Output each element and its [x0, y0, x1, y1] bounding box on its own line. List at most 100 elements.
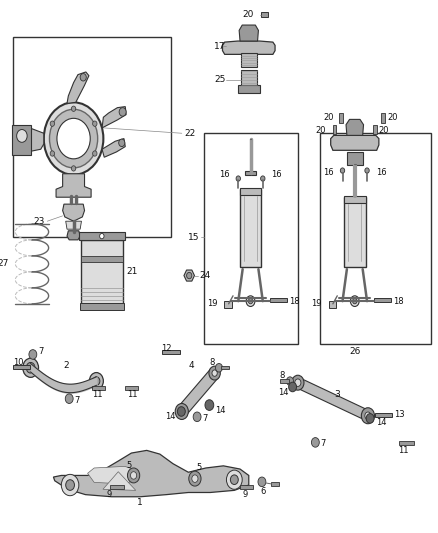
Text: 19: 19	[311, 300, 322, 308]
Bar	[347, 152, 363, 165]
Text: 8: 8	[279, 372, 285, 380]
Text: 2: 2	[63, 361, 68, 369]
Circle shape	[179, 408, 185, 415]
Bar	[241, 53, 257, 67]
Circle shape	[212, 370, 217, 376]
Circle shape	[193, 412, 201, 422]
Bar	[240, 485, 253, 489]
Circle shape	[292, 375, 304, 390]
Bar	[240, 189, 261, 266]
Polygon shape	[102, 107, 126, 128]
Text: 9: 9	[107, 490, 112, 499]
Polygon shape	[103, 472, 136, 490]
Circle shape	[71, 106, 76, 111]
Text: 16: 16	[376, 168, 386, 177]
Text: 18: 18	[289, 297, 300, 305]
Polygon shape	[67, 231, 80, 240]
Text: 20: 20	[243, 11, 254, 19]
Bar	[204, 133, 298, 344]
Circle shape	[57, 118, 90, 159]
Bar	[399, 441, 414, 445]
Polygon shape	[21, 128, 44, 152]
Circle shape	[50, 151, 55, 156]
Bar	[92, 386, 105, 390]
Text: 14: 14	[215, 406, 225, 415]
Bar	[81, 240, 123, 304]
Circle shape	[23, 358, 39, 377]
Polygon shape	[223, 41, 275, 54]
Circle shape	[119, 108, 126, 116]
Circle shape	[226, 470, 242, 489]
Circle shape	[248, 298, 253, 304]
Circle shape	[66, 480, 74, 490]
Text: 7: 7	[321, 440, 326, 448]
Circle shape	[92, 121, 97, 126]
Text: 13: 13	[394, 410, 405, 419]
Bar	[110, 485, 124, 489]
Text: 14: 14	[279, 389, 289, 397]
Bar	[381, 113, 385, 123]
Bar	[162, 350, 180, 354]
Text: 15: 15	[188, 233, 199, 241]
Text: 16: 16	[219, 171, 230, 179]
Text: 20: 20	[323, 114, 334, 122]
Bar	[80, 303, 124, 310]
Bar	[374, 298, 391, 302]
Bar	[270, 298, 287, 302]
Polygon shape	[53, 450, 249, 497]
Circle shape	[17, 130, 27, 142]
Polygon shape	[88, 466, 136, 484]
Text: 25: 25	[214, 76, 226, 84]
Circle shape	[131, 472, 137, 479]
Text: 7: 7	[202, 414, 208, 423]
Text: 14: 14	[165, 413, 175, 421]
Bar	[271, 482, 279, 486]
Text: 26: 26	[349, 348, 360, 356]
Text: 5: 5	[127, 462, 132, 470]
Text: 11: 11	[127, 390, 138, 399]
Circle shape	[286, 377, 293, 385]
Circle shape	[258, 477, 266, 487]
Circle shape	[205, 400, 214, 410]
Circle shape	[295, 379, 301, 386]
Text: 7: 7	[39, 348, 44, 356]
Text: 20: 20	[379, 126, 389, 134]
Bar	[12, 125, 31, 155]
Circle shape	[311, 438, 319, 447]
Text: 27: 27	[0, 260, 9, 268]
Bar	[344, 196, 366, 203]
Circle shape	[365, 412, 371, 419]
Circle shape	[29, 350, 37, 359]
Text: 4: 4	[189, 361, 194, 369]
Circle shape	[366, 414, 374, 423]
Circle shape	[289, 382, 297, 392]
Circle shape	[175, 403, 188, 419]
Bar	[344, 197, 366, 266]
Circle shape	[26, 362, 35, 373]
Polygon shape	[239, 25, 258, 41]
Circle shape	[92, 151, 97, 156]
Text: 12: 12	[161, 344, 172, 352]
Bar	[240, 188, 261, 195]
Text: 5: 5	[197, 464, 202, 472]
Circle shape	[80, 74, 86, 81]
Bar	[238, 85, 260, 93]
Text: 23: 23	[34, 217, 45, 225]
Polygon shape	[184, 270, 194, 281]
Circle shape	[119, 139, 125, 147]
Bar	[241, 70, 257, 86]
Polygon shape	[178, 368, 218, 416]
Circle shape	[365, 168, 369, 173]
Circle shape	[350, 296, 359, 306]
Circle shape	[192, 475, 198, 482]
Polygon shape	[67, 72, 89, 103]
Bar	[125, 386, 138, 390]
Circle shape	[353, 298, 357, 304]
Circle shape	[230, 475, 238, 484]
Text: 14: 14	[376, 418, 386, 426]
Bar	[13, 37, 171, 237]
Text: 22: 22	[184, 129, 195, 138]
Bar	[221, 366, 229, 369]
Polygon shape	[56, 174, 91, 197]
Polygon shape	[63, 204, 85, 221]
